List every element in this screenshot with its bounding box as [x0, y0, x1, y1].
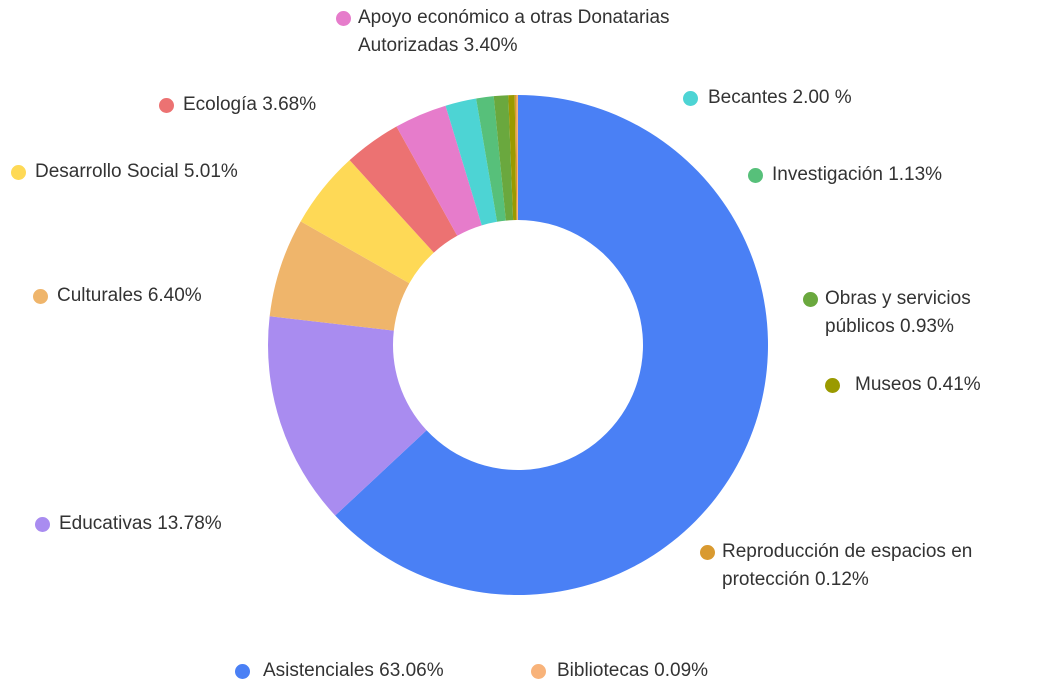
legend-label: Bibliotecas 0.09% — [557, 657, 777, 685]
legend-dot — [32, 288, 48, 304]
category-name: Asistenciales — [263, 660, 374, 681]
value-label: 3.40% — [463, 35, 518, 56]
legend-label: Museos 0.41% — [855, 371, 1035, 399]
legend-dot — [158, 97, 174, 113]
legend-dot — [802, 291, 818, 307]
legend-dot — [335, 10, 351, 26]
legend-label: Educativas 13.78% — [59, 510, 309, 538]
legend-dot — [10, 164, 26, 180]
legend-label: Investigación 1.13% — [772, 161, 1012, 189]
value-label: 1.13% — [888, 164, 943, 185]
legend-dot — [699, 544, 715, 560]
legend-dot — [682, 90, 698, 106]
slice — [269, 221, 410, 331]
legend-label: Apoyo económico a otras Donatarias Autor… — [358, 4, 703, 60]
legend-dot — [234, 663, 250, 679]
category-name: Becantes — [708, 87, 788, 108]
category-name: Bibliotecas — [557, 660, 649, 681]
category-name: Apoyo económico a otras Donatarias Autor… — [358, 7, 670, 56]
legend-dot — [34, 516, 50, 532]
value-label: 63.06% — [379, 660, 444, 681]
legend-dot — [530, 663, 546, 679]
value-label: 5.01% — [183, 161, 238, 182]
slice — [514, 95, 518, 221]
legend-label: Desarrollo Social 5.01% — [35, 158, 305, 186]
legend-label: Becantes 2.00 % — [708, 84, 928, 112]
slice — [300, 160, 434, 284]
category-name: Obras y servicios públicos — [825, 288, 971, 337]
slice — [396, 105, 482, 236]
category-name: Culturales — [57, 285, 143, 306]
value-label: 6.40% — [147, 285, 202, 306]
value-label: 0.93% — [900, 316, 954, 337]
category-name: Reproducción de espacios en protección — [722, 541, 973, 590]
legend-label: Ecología 3.68% — [183, 91, 383, 119]
value-label: 3.68% — [262, 94, 317, 115]
slice — [493, 95, 514, 221]
legend-label: Obras y servicios públicos 0.93% — [825, 285, 1010, 341]
value-label: 0.12% — [814, 569, 869, 590]
legend-label: Asistenciales 63.06% — [263, 657, 523, 685]
slice — [476, 96, 506, 222]
category-name: Desarrollo Social — [35, 161, 179, 182]
slice — [268, 316, 427, 516]
value-label: 13.78% — [157, 513, 222, 534]
slice — [445, 98, 498, 226]
slice — [335, 95, 768, 596]
legend-dot — [747, 167, 763, 183]
category-name: Educativas — [59, 513, 152, 534]
legend-label: Culturales 6.40% — [57, 282, 277, 310]
legend-label: Reproducción de espacios en protección 0… — [722, 538, 1039, 594]
slice — [508, 95, 517, 221]
legend-dot — [824, 377, 840, 393]
value-label: 0.41% — [926, 374, 981, 395]
category-name: Museos — [855, 374, 922, 395]
slice — [349, 126, 458, 253]
value-label: 2.00 % — [792, 87, 852, 108]
category-name: Ecología — [183, 94, 257, 115]
category-name: Investigación — [772, 164, 883, 185]
slice — [516, 95, 518, 221]
value-label: 0.09% — [654, 660, 709, 681]
